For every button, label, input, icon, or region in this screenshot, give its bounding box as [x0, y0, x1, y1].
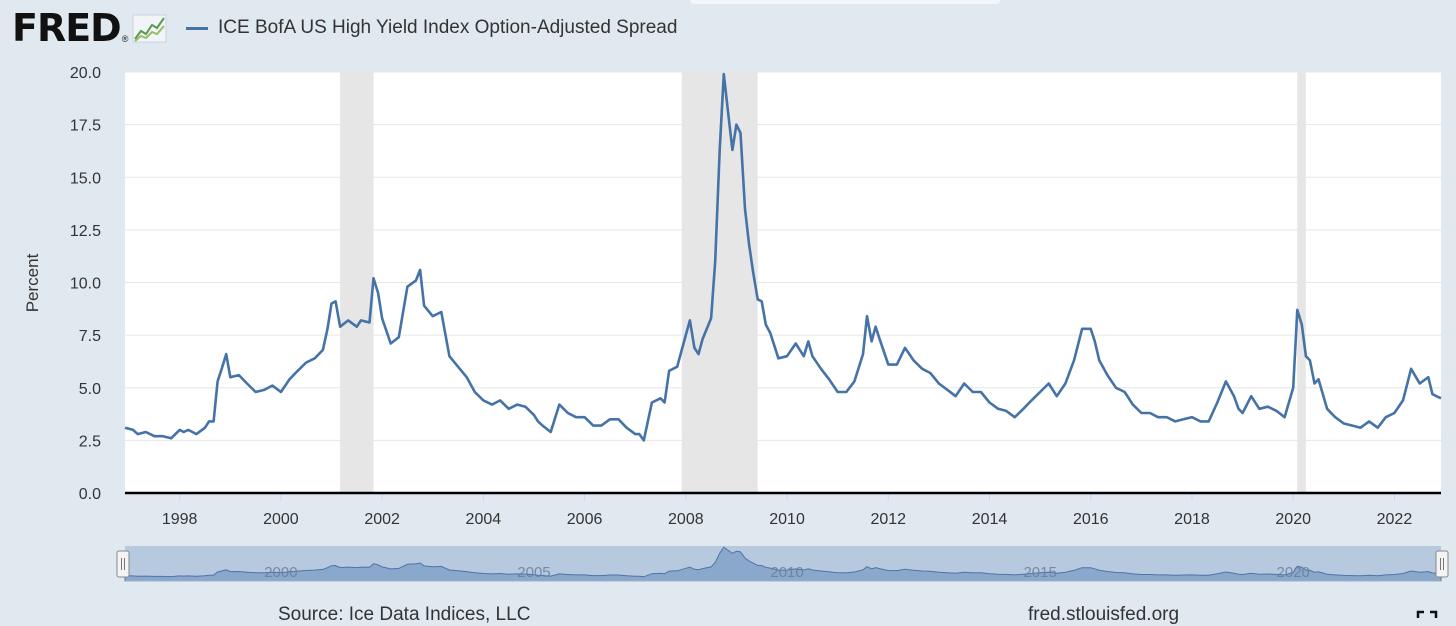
x-axis-ticks: 1998 2000 2002 2004 2006 2008 2010 2012 2014 2016…	[162, 493, 1412, 528]
navigator-tick-label: 2000	[264, 564, 297, 581]
navigator-tick-label: 2005	[517, 564, 550, 581]
y-tick-label: 2.5	[79, 433, 101, 450]
y-tick-label: 15.0	[70, 170, 101, 187]
navigator-left-handle[interactable]	[116, 550, 130, 578]
navigator-ticks: 2000 2005 2010 2015 2020	[264, 564, 1310, 581]
navigator-right-handle[interactable]	[1435, 550, 1449, 578]
y-tick-label: 20.0	[70, 65, 101, 82]
y-tick-label: 0.0	[79, 486, 101, 503]
navigator-tick-label: 2010	[770, 564, 803, 581]
x-tick-label: 2012	[870, 511, 906, 528]
chart-header: FRED ® ICE BofA US High Yield Index Opti…	[0, 0, 1456, 60]
fred-graph-icon	[132, 14, 167, 43]
navigator[interactable]: 2000 2005 2010 2015 2020	[116, 546, 1449, 582]
x-tick-label: 2006	[567, 511, 603, 528]
y-tick-label: 10.0	[70, 276, 101, 293]
x-tick-label: 1998	[162, 511, 198, 528]
fred-logo[interactable]: FRED ®	[12, 8, 168, 48]
logo-text: FRED	[12, 6, 122, 50]
navigator-tick-label: 2020	[1277, 564, 1310, 581]
site-link[interactable]: fred.stlouisfed.org	[1028, 604, 1180, 625]
x-tick-label: 2016	[1073, 511, 1109, 528]
source-credit: Source: Ice Data Indices, LLC	[278, 604, 531, 625]
grid-lines	[125, 71, 1441, 441]
y-tick-label: 12.5	[70, 223, 101, 240]
y-tick-label: 17.5	[70, 118, 101, 135]
legend[interactable]: ICE BofA US High Yield Index Option-Adju…	[186, 14, 677, 42]
x-tick-label: 2018	[1174, 511, 1210, 528]
navigator-area	[124, 546, 1442, 582]
y-tick-label: 7.5	[79, 328, 101, 345]
y-axis-label: Percent	[23, 253, 42, 312]
legend-line-swatch	[186, 26, 208, 30]
x-tick-label: 2000	[263, 511, 299, 528]
top-tab	[690, 0, 1000, 4]
series-line[interactable]	[124, 72, 1442, 442]
x-tick-label: 2022	[1377, 511, 1413, 528]
fullscreen-icon[interactable]	[1416, 610, 1438, 624]
legend-label: ICE BofA US High Yield Index Option-Adju…	[218, 17, 678, 38]
x-tick-label: 2014	[972, 511, 1008, 528]
x-tick-label: 2020	[1275, 511, 1311, 528]
navigator-tick-label: 2015	[1023, 564, 1056, 581]
x-tick-label: 2004	[466, 511, 502, 528]
y-tick-label: 5.0	[79, 381, 101, 398]
x-tick-label: 2002	[364, 511, 400, 528]
y-axis-ticks: 0.0 2.5 5.0 7.5 10.0 12.5 15.0 17.5 20.0	[70, 65, 101, 503]
x-tick-label: 2008	[668, 511, 704, 528]
x-tick-label: 2010	[769, 511, 805, 528]
logo-registered-mark: ®	[121, 34, 129, 44]
